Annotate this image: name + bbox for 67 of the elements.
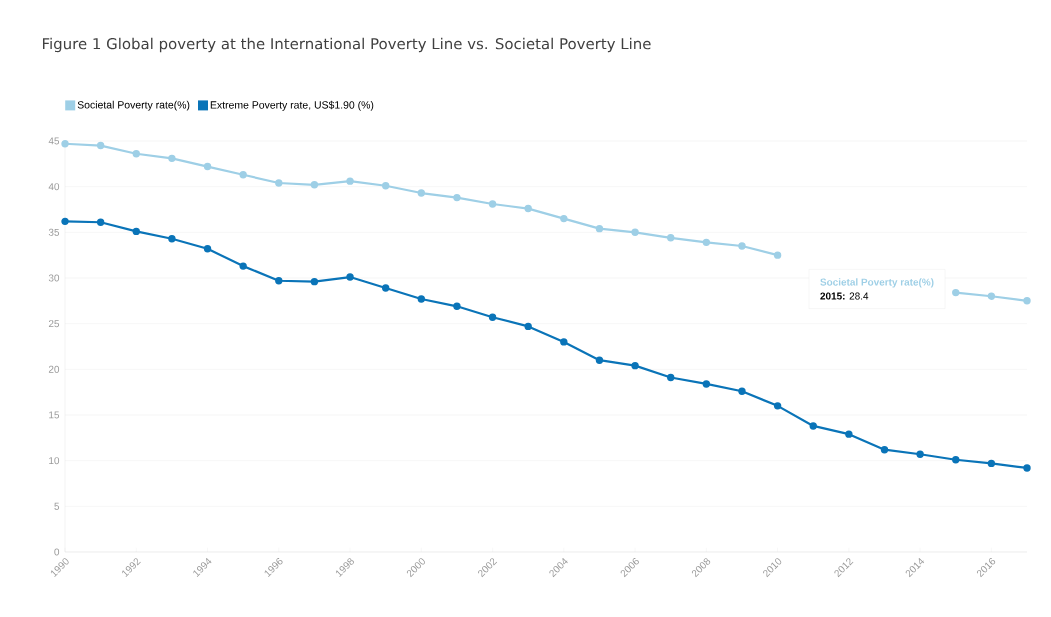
point bbox=[952, 456, 960, 464]
y-tick-label: 30 bbox=[48, 274, 60, 282]
point bbox=[346, 273, 354, 281]
point bbox=[168, 235, 176, 243]
chart-title: Figure 1 Global poverty at the International Poverty Line vs. Societal Poverty Line bbox=[43, 37, 651, 53]
point bbox=[595, 224, 604, 233]
point bbox=[631, 361, 639, 370]
point bbox=[987, 459, 996, 468]
point bbox=[310, 181, 319, 189]
point bbox=[880, 445, 889, 454]
point bbox=[524, 204, 532, 213]
point bbox=[595, 356, 604, 364]
point bbox=[239, 262, 247, 270]
y-tick-label: 20 bbox=[48, 365, 60, 373]
point bbox=[667, 234, 675, 242]
point bbox=[61, 140, 69, 148]
point bbox=[488, 200, 497, 208]
point bbox=[809, 422, 817, 430]
y-tick-label: 5 bbox=[54, 502, 60, 510]
point bbox=[203, 245, 212, 253]
point bbox=[239, 171, 247, 179]
point bbox=[310, 277, 319, 286]
point bbox=[1023, 464, 1031, 472]
point bbox=[346, 177, 354, 185]
point bbox=[738, 387, 746, 395]
point bbox=[1023, 297, 1031, 305]
point bbox=[738, 242, 746, 250]
y-tick-label: 15 bbox=[49, 411, 60, 419]
point bbox=[168, 154, 176, 163]
point bbox=[845, 430, 853, 438]
point bbox=[96, 218, 105, 226]
text: Societal Poverty rate(%) bbox=[820, 278, 934, 288]
point bbox=[275, 179, 283, 187]
point bbox=[417, 295, 426, 303]
point bbox=[667, 373, 675, 382]
point bbox=[96, 141, 105, 150]
y-tick-label: 45 bbox=[48, 137, 60, 145]
point bbox=[381, 182, 390, 190]
point bbox=[381, 284, 390, 292]
point bbox=[702, 380, 711, 388]
point bbox=[631, 228, 639, 237]
point bbox=[275, 277, 283, 285]
annotation: 2015: 28.4 bbox=[820, 292, 869, 300]
point bbox=[987, 292, 996, 300]
point bbox=[916, 450, 924, 458]
legend-label: Societal Poverty rate(%) bbox=[77, 100, 190, 111]
point bbox=[560, 214, 568, 223]
point bbox=[773, 251, 782, 259]
point bbox=[417, 189, 426, 197]
point bbox=[203, 162, 212, 171]
point bbox=[453, 302, 461, 310]
y-tick-label: 35 bbox=[48, 228, 60, 236]
point bbox=[773, 402, 782, 410]
point bbox=[132, 150, 140, 158]
point bbox=[132, 227, 140, 236]
point bbox=[560, 338, 568, 346]
y-tick-label: 25 bbox=[48, 320, 60, 328]
point bbox=[61, 217, 69, 226]
point bbox=[524, 322, 532, 331]
legend-label: Extreme Poverty rate, US$1.90 (%) bbox=[210, 100, 374, 111]
y-tick-label: 40 bbox=[48, 183, 60, 191]
y-tick-label: 10 bbox=[49, 457, 60, 465]
point bbox=[702, 238, 711, 247]
y-tick-label: 0 bbox=[54, 548, 60, 556]
point bbox=[488, 313, 497, 321]
point bbox=[952, 288, 960, 297]
point bbox=[453, 193, 461, 202]
